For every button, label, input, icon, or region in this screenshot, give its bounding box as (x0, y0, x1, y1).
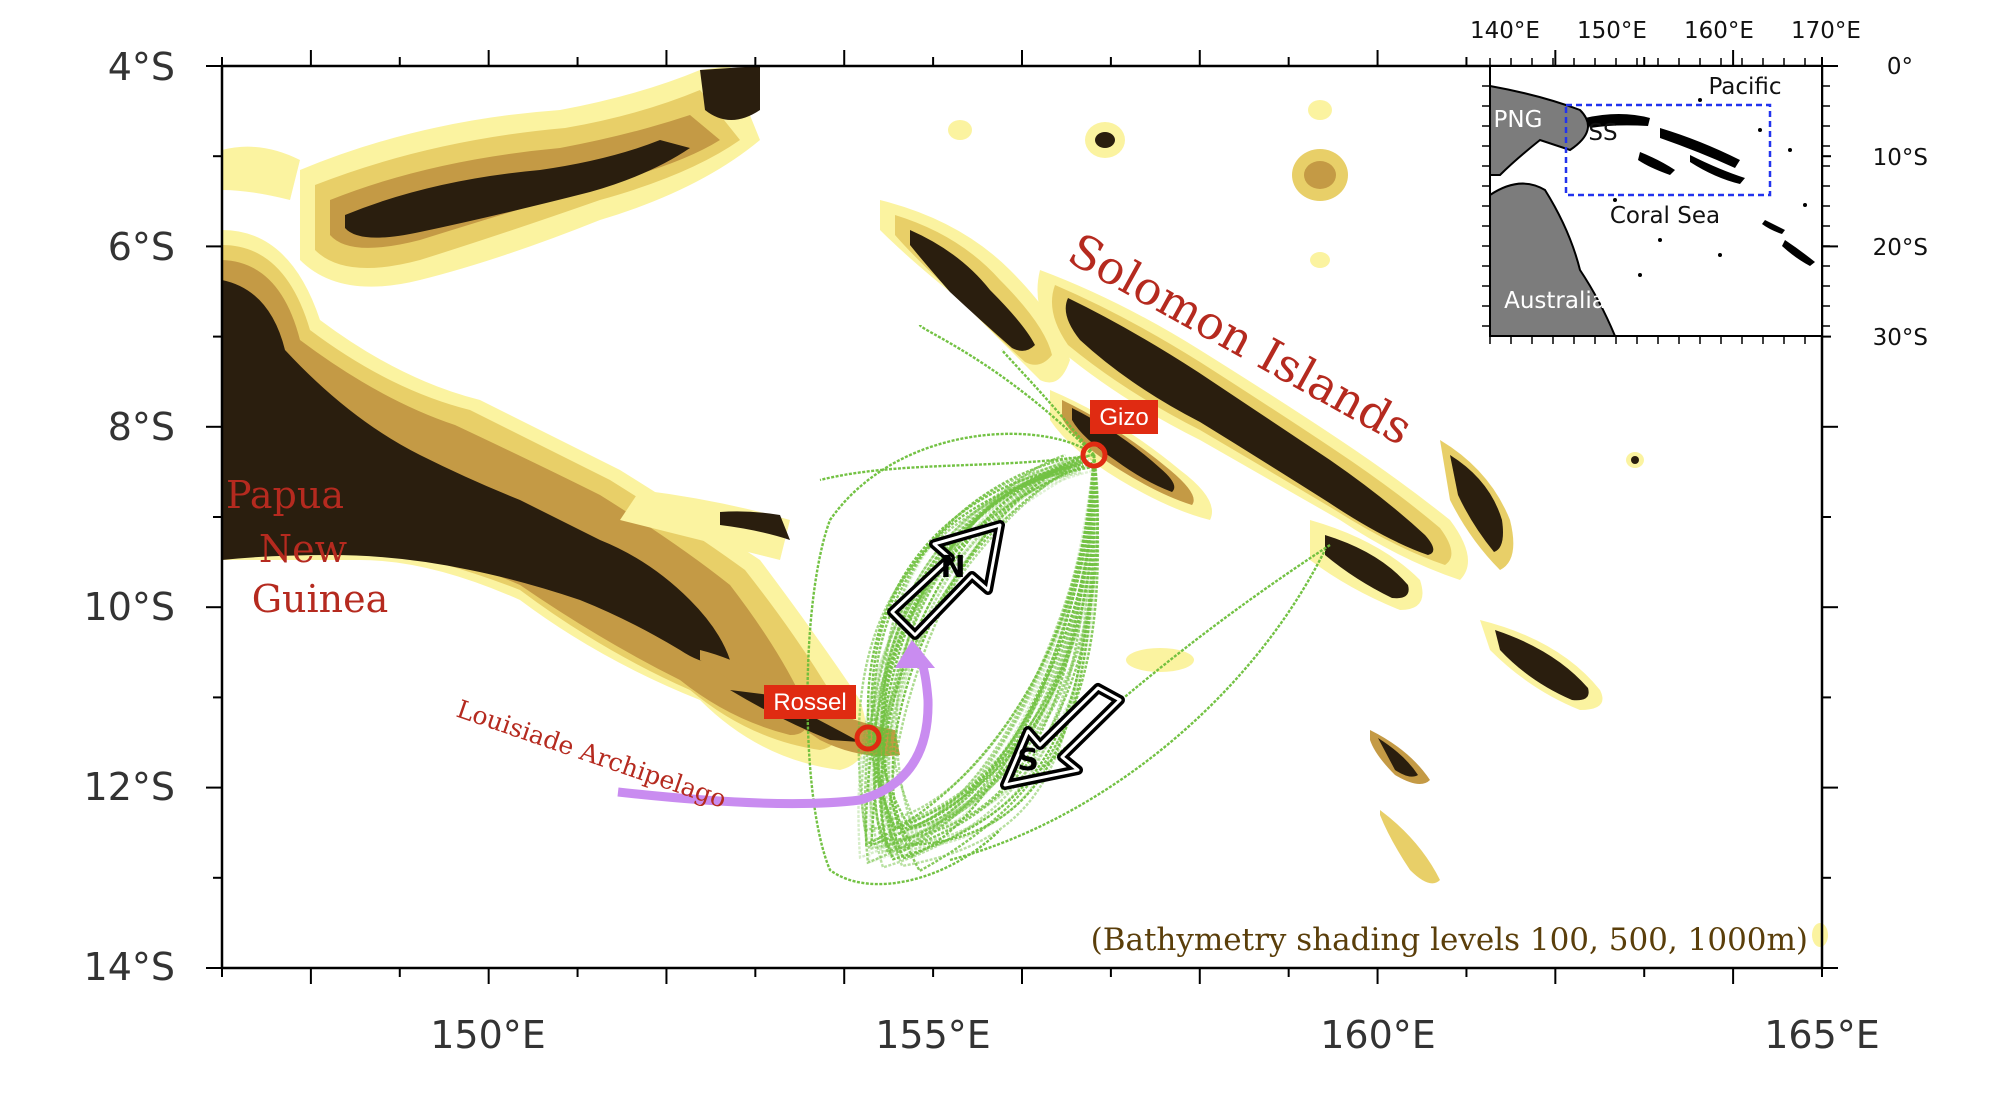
x-tick-label: 150°E (430, 1013, 546, 1057)
x-axis-labels: 150°E 155°E 160°E 165°E (430, 1013, 1880, 1057)
float-track (819, 453, 1095, 482)
png-label-line1: Papua (226, 473, 344, 517)
gizo-label-box (1090, 400, 1158, 434)
inset-map: Pacific PNG SS Coral Sea Australia 140°E… (1470, 18, 1928, 351)
y-tick-label: 8°S (108, 405, 175, 449)
south-arrow-label: S (1017, 743, 1039, 778)
y-tick-label: 12°S (84, 765, 175, 809)
inset-pacific-label: Pacific (1708, 74, 1781, 100)
inset-ss-label: SS (1588, 120, 1617, 146)
y-tick-label: 4°S (108, 45, 175, 89)
float-track (883, 454, 1096, 827)
png-label-line3: Guinea (252, 577, 389, 621)
float-track (879, 454, 1096, 848)
x-tick-label: 160°E (1320, 1013, 1436, 1057)
map-ticks (206, 50, 1838, 984)
rossel-site: Rossel (764, 685, 882, 752)
float-track (880, 454, 1099, 855)
inset-png-label: PNG (1494, 107, 1543, 133)
gizo-site: Gizo (1080, 400, 1158, 469)
inset-frame (1489, 65, 1823, 337)
y-tick-label: 14°S (84, 945, 175, 989)
inset-y-tick-label: 0° (1887, 54, 1913, 80)
inset-x-tick-label: 150°E (1577, 18, 1647, 44)
inset-x-tick-label: 170°E (1791, 18, 1861, 44)
float-track (881, 453, 1096, 855)
float-track (869, 454, 1096, 849)
gizo-marker (1080, 441, 1108, 469)
float-track (877, 454, 1096, 822)
inset-australia-label: Australia (1504, 288, 1606, 314)
inset-x-tick-label: 140°E (1470, 18, 1540, 44)
current-arrow (617, 640, 935, 809)
new-britain-island (222, 66, 760, 287)
float-track (891, 454, 1096, 847)
north-arrow-icon: N (887, 520, 1005, 640)
inset-region-box (1564, 103, 1772, 197)
gizo-label: Gizo (1099, 404, 1148, 431)
png-label-line2: New (259, 527, 348, 571)
float-track (1001, 349, 1095, 456)
y-tick-label: 6°S (108, 225, 175, 269)
float-track (949, 549, 1327, 862)
float-track (876, 454, 1099, 836)
float-track (888, 454, 1096, 843)
inset-ticks (1482, 58, 1830, 344)
float-track (918, 323, 1095, 456)
rossel-label-box (764, 685, 856, 719)
x-tick-label: 155°E (875, 1013, 991, 1057)
inset-australia-land (1489, 182, 1617, 337)
inset-islands (1585, 98, 1815, 277)
float-track (866, 454, 1097, 831)
bathymetry-caption: (Bathymetry shading levels 100, 500, 100… (1091, 922, 1808, 958)
float-track (877, 454, 1100, 857)
rossel-label: Rossel (773, 689, 846, 716)
y-tick-label: 10°S (84, 585, 175, 629)
solomon-islands-chain (880, 100, 1828, 947)
inset-y-tick-label: 20°S (1873, 235, 1928, 261)
y-axis-labels: 4°S 6°S 8°S 10°S 12°S 14°S (84, 45, 175, 989)
inset-y-tick-label: 30°S (1873, 325, 1928, 351)
float-track (860, 453, 1096, 851)
north-arrow-label: N (940, 550, 965, 585)
new-guinea-landmass (222, 230, 900, 770)
inset-png-land (1489, 84, 1589, 176)
float-track (870, 454, 1096, 860)
inset-coral-sea-label: Coral Sea (1610, 203, 1720, 229)
rossel-marker (854, 724, 882, 752)
x-tick-label: 165°E (1764, 1013, 1880, 1057)
float-track (806, 432, 1095, 886)
south-arrow-icon: S (1000, 683, 1125, 790)
float-track (863, 454, 1096, 839)
inset-y-tick-label: 10°S (1873, 145, 1928, 171)
inset-x-tick-label: 160°E (1684, 18, 1754, 44)
